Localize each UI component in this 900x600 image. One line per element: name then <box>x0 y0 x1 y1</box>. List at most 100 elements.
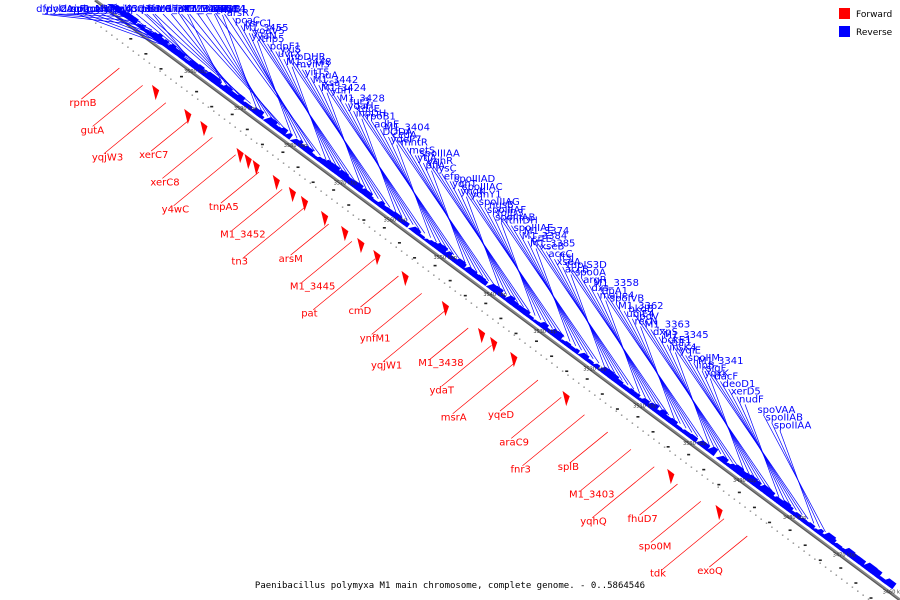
gene-label-reverse: fur3 <box>350 96 370 107</box>
feature-dot <box>207 106 210 108</box>
gene-label-reverse: spoIIIAB <box>495 213 535 224</box>
feature-dot <box>486 314 489 316</box>
feature-dot <box>111 34 113 36</box>
gene-label-reverse: deoD1 <box>723 379 756 390</box>
gene-label-reverse: sun <box>71 4 89 15</box>
legend-swatch-reverse <box>839 26 850 37</box>
forward-label-leader <box>499 379 539 412</box>
gene-label-forward: tdk <box>650 569 666 580</box>
reverse-label-leader <box>779 430 815 524</box>
gene-label-reverse: spoIIIAA <box>419 148 460 159</box>
feature-dot <box>867 598 870 600</box>
feature-dot <box>674 454 677 456</box>
gene-label-reverse: insK4 <box>669 342 696 353</box>
reverse-label-leader <box>425 158 530 312</box>
feature-dot <box>787 538 789 540</box>
gene-label-reverse: maue4 <box>600 290 635 301</box>
gene-label-reverse: tlpA1 <box>602 286 628 297</box>
gene-label-reverse: dapF <box>61 4 86 15</box>
kbp-tick-label: 3560 kbp <box>384 218 408 224</box>
gene-label-forward: fhuD7 <box>628 514 658 525</box>
gene-label-reverse: yloC <box>44 4 66 15</box>
feature-dot <box>540 354 542 356</box>
gene-label-forward: yqeD <box>488 410 514 421</box>
feature-dot <box>712 482 714 484</box>
feature-dot <box>288 166 290 168</box>
gene-label-forward: cmD <box>348 306 371 317</box>
forward-label-leader <box>150 119 190 152</box>
feature-mark <box>737 491 741 494</box>
feature-dot <box>422 266 424 268</box>
gene-label-reverse: priA <box>112 4 132 15</box>
reverse-feature <box>320 159 332 168</box>
forward-feature <box>236 147 244 164</box>
forward-feature <box>288 186 296 203</box>
feature-dot <box>577 382 580 384</box>
reverse-label-leader <box>119 13 211 74</box>
feature-dot <box>685 462 687 464</box>
gene-label-reverse: M1_3457 <box>184 4 229 15</box>
feature-dot <box>298 174 301 176</box>
gene-label-reverse: yitT5 <box>305 67 330 78</box>
gene-label-reverse: bkdB <box>628 304 653 315</box>
gene-label-reverse: xsa <box>323 78 340 89</box>
feature-dot <box>513 334 516 336</box>
feature-mark <box>636 416 640 418</box>
forward-label-leader <box>592 466 655 519</box>
forward-label-leader <box>220 171 260 204</box>
gene-label-reverse: spoIIAA <box>774 420 812 431</box>
feature-dot <box>819 562 821 564</box>
gene-label-reverse: M1_3424 <box>321 83 366 94</box>
reverse-label-leader <box>144 13 193 61</box>
feature-dot <box>443 282 446 284</box>
gene-label-reverse: M1_3466 <box>192 4 237 15</box>
forward-label-leaders <box>81 67 748 571</box>
gene-label-forward: splB <box>558 462 579 473</box>
feature-dot <box>363 222 365 224</box>
kbp-tick-label: 3580 kbp <box>284 143 308 149</box>
reverse-label-leader <box>320 80 426 234</box>
feature-dot <box>518 338 521 340</box>
gene-label-reverse: mntR <box>401 138 428 149</box>
feature-dot <box>250 138 253 140</box>
gene-label-reverse: pdpF1 <box>270 41 301 52</box>
reverse-label-leader <box>66 12 129 15</box>
gene-label-reverse: yfiH <box>331 86 351 97</box>
gene-label-reverse: degV3 <box>106 4 138 15</box>
feature-dot <box>272 154 274 156</box>
gene-label-reverse: adhE <box>374 119 399 130</box>
forward-feature <box>321 210 329 227</box>
gene-label-reverse: rlmN1 <box>79 4 109 15</box>
reverse-label-leader <box>599 287 704 442</box>
kbp-tick-label: 3510 kbp <box>633 404 657 410</box>
feature-dot <box>239 130 242 132</box>
gene-label-reverse: bckE1 <box>661 335 691 346</box>
feature-mark <box>803 544 807 547</box>
feature-dot <box>824 566 827 568</box>
feature-dot <box>749 510 752 512</box>
feature-dot <box>116 38 118 40</box>
feature-dot <box>132 50 135 52</box>
forward-feature <box>184 108 192 125</box>
reverse-label-leader <box>216 13 321 156</box>
reverse-label-leader <box>127 13 205 70</box>
gene-label-reverse: spoIIM <box>688 353 720 364</box>
gene-label-reverse: dfp <box>36 4 52 15</box>
gene-label-reverse: prkC <box>114 4 137 15</box>
feature-dot <box>282 162 285 164</box>
feature-dot <box>245 134 247 136</box>
kbp-tick-label: 3530 kbp <box>533 329 557 335</box>
gene-label-reverse: lipB <box>696 361 715 372</box>
feature-dot <box>406 254 408 256</box>
feature-mark <box>615 408 619 410</box>
gene-label-forward: M1_3445 <box>290 281 335 292</box>
feature-dot <box>293 170 296 172</box>
reverse-label-leader <box>256 40 292 134</box>
gene-label-reverse: M1_3472 <box>157 4 202 15</box>
feature-mark <box>144 53 148 55</box>
reverse-feature <box>790 512 802 520</box>
feature-dot <box>776 530 779 532</box>
reverse-feature <box>823 536 837 546</box>
forward-label-leader <box>301 241 353 283</box>
gene-label-forward: yqjW3 <box>92 153 123 164</box>
